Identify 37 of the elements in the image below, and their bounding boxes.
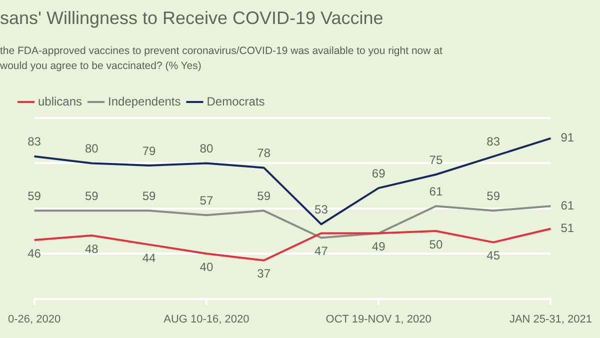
data-label: 61 (429, 184, 443, 198)
data-label: 46 (28, 246, 42, 260)
legend-label: Independents (108, 94, 181, 108)
data-label: 47 (314, 244, 328, 258)
data-label: 83 (28, 134, 42, 149)
data-label: 78 (257, 146, 271, 160)
data-label: 83 (486, 134, 500, 149)
chart-title: sans' Willingness to Receive COVID-19 Vaccine (0, 8, 384, 29)
x-tick-label: 0-26, 2020 (8, 313, 61, 326)
data-label: 59 (28, 188, 42, 203)
data-label: 48 (85, 242, 99, 256)
data-label: 59 (257, 188, 271, 203)
data-label: 69 (372, 166, 386, 180)
data-label: 44 (142, 250, 156, 265)
data-label: 80 (200, 142, 214, 156)
data-label: 59 (142, 188, 156, 203)
data-label: 37 (257, 266, 271, 281)
data-label: 80 (85, 142, 99, 156)
data-label: 91 (560, 130, 574, 145)
data-label: 57 (200, 193, 214, 208)
data-label: 59 (85, 188, 99, 203)
legend-label: Democrats (206, 94, 265, 108)
chart-subtitle: the FDA-approved vaccines to prevent coronavirus/COVID-19 was available to you right now at would you agree to be vaccinated? (% Yes) (0, 44, 442, 74)
x-tick-label: JAN 25-31, 2021 (509, 313, 592, 326)
data-label: 45 (486, 248, 500, 263)
x-tick-label: OCT 19-NOV 1, 2020 (326, 313, 432, 326)
data-label: 49 (372, 240, 386, 254)
data-label: 51 (560, 221, 574, 236)
data-label: 75 (429, 152, 443, 167)
data-label: 40 (200, 260, 214, 274)
legend-label: ublicans (38, 94, 82, 108)
data-label: 59 (486, 188, 500, 203)
data-label: 79 (142, 144, 156, 158)
data-label: 61 (560, 198, 574, 212)
data-label: 53 (314, 202, 328, 217)
x-tick-label: AUG 10-16, 2020 (164, 313, 250, 326)
data-label: 50 (429, 237, 443, 252)
